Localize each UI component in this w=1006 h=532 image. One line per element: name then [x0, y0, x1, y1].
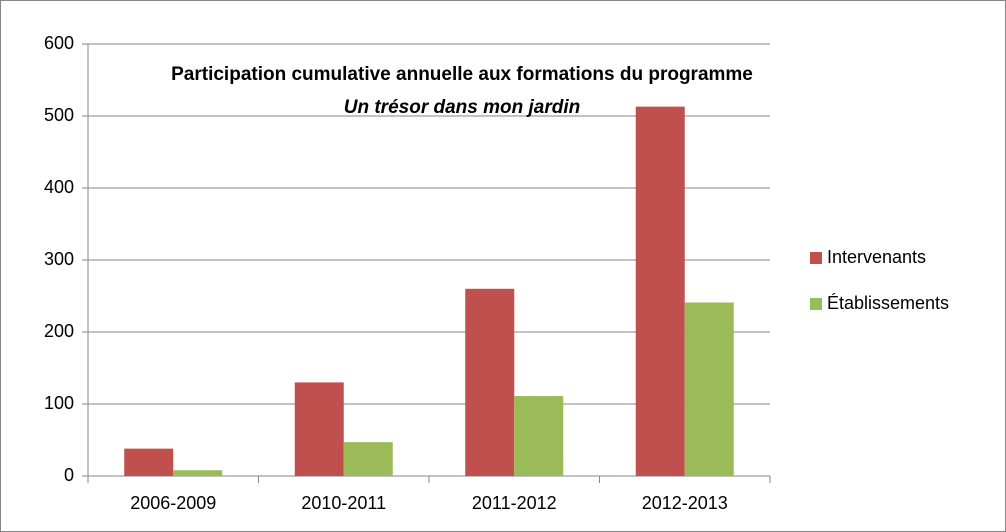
y-tick-label: 100	[44, 393, 74, 413]
legend-label: Intervenants	[827, 247, 926, 267]
x-tick-label: 2006-2009	[130, 493, 216, 513]
bar	[635, 106, 685, 476]
bar	[124, 448, 174, 476]
x-tick-label: 2012-2013	[642, 493, 728, 513]
chart-subtitle: Un trésor dans mon jardin	[344, 97, 580, 118]
y-tick-label: 400	[44, 177, 74, 197]
y-tick-label: 500	[44, 105, 74, 125]
legend-swatch	[810, 298, 822, 310]
bar	[294, 382, 344, 476]
x-tick-label: 2011-2012	[472, 493, 557, 513]
y-tick-label: 0	[64, 465, 74, 485]
legend-swatch	[810, 252, 822, 264]
bar	[684, 302, 734, 476]
y-tick-label: 300	[44, 249, 74, 269]
y-tick-label: 600	[44, 33, 74, 53]
x-tick-label: 2010-2011	[301, 493, 386, 513]
bar	[514, 396, 564, 476]
y-tick-label: 200	[44, 321, 74, 341]
bar	[173, 470, 223, 476]
chart-title: Participation cumulative annuelle aux fo…	[171, 64, 753, 85]
legend-label: Établissements	[827, 293, 949, 313]
bar	[343, 442, 393, 476]
bar	[465, 288, 515, 476]
